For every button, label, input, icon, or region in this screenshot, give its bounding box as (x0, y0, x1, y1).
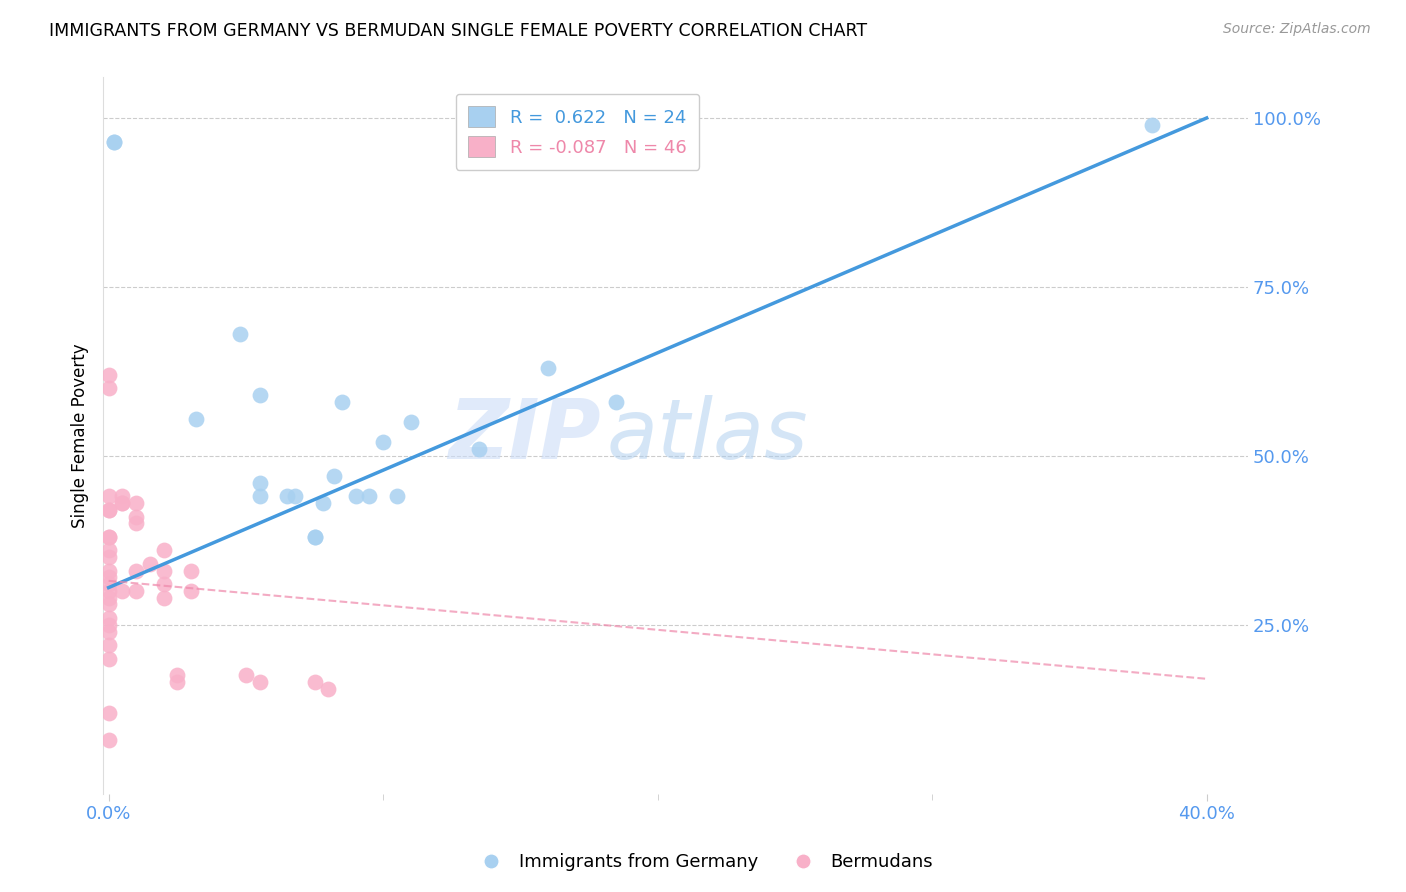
Text: atlas: atlas (607, 395, 808, 476)
Point (97, 591, 120, 605)
Point (385, 489, 408, 503)
Text: IMMIGRANTS FROM GERMANY VS BERMUDAN SINGLE FEMALE POVERTY CORRELATION CHART: IMMIGRANTS FROM GERMANY VS BERMUDAN SING… (49, 22, 868, 40)
Point (316, 681, 339, 696)
Point (97, 617, 120, 632)
Point (125, 516, 148, 531)
Point (249, 388, 271, 402)
Point (97, 611, 120, 625)
Point (152, 577, 174, 591)
Point (322, 469, 344, 483)
Point (166, 668, 188, 682)
Text: ZIP: ZIP (449, 395, 602, 476)
Point (284, 489, 307, 503)
Point (330, 394, 353, 409)
Legend: R =  0.622   N = 24, R = -0.087   N = 46: R = 0.622 N = 24, R = -0.087 N = 46 (456, 94, 699, 169)
Point (371, 435, 394, 450)
Point (139, 557, 162, 571)
Point (166, 675, 188, 690)
Point (359, 489, 381, 503)
Y-axis label: Single Female Poverty: Single Female Poverty (72, 343, 89, 528)
Point (125, 496, 148, 510)
Point (249, 489, 271, 503)
Point (180, 584, 202, 599)
Point (152, 543, 174, 558)
Point (125, 564, 148, 578)
Point (152, 564, 174, 578)
Point (97, 381, 120, 395)
Point (304, 530, 326, 544)
Point (97, 732, 120, 747)
Point (97, 570, 120, 584)
Point (97, 624, 120, 639)
Point (97, 550, 120, 565)
Point (399, 415, 422, 429)
Point (235, 668, 257, 682)
Point (468, 442, 491, 456)
Point (97, 503, 120, 517)
Point (97, 368, 120, 382)
Point (304, 675, 326, 690)
Point (97, 598, 120, 612)
Point (111, 496, 134, 510)
Legend: Immigrants from Germany, Bermudans: Immigrants from Germany, Bermudans (467, 847, 939, 879)
Point (537, 361, 560, 376)
Point (605, 394, 627, 409)
Point (97, 489, 120, 503)
Point (180, 564, 202, 578)
Point (97, 584, 120, 599)
Point (249, 675, 271, 690)
Point (276, 489, 298, 503)
Point (111, 584, 134, 599)
Point (312, 496, 335, 510)
Point (97, 638, 120, 652)
Point (97, 706, 120, 720)
Point (125, 509, 148, 524)
Point (97, 543, 120, 558)
Point (97, 577, 120, 591)
Point (97, 503, 120, 517)
Point (103, 135, 125, 149)
Point (97, 564, 120, 578)
Point (97, 530, 120, 544)
Point (125, 584, 148, 599)
Point (229, 327, 252, 342)
Point (111, 489, 134, 503)
Point (111, 496, 134, 510)
Point (97, 651, 120, 665)
Point (344, 489, 367, 503)
Point (103, 135, 125, 149)
Point (186, 411, 208, 425)
Point (304, 530, 326, 544)
Point (1140, 118, 1163, 132)
Point (249, 475, 271, 490)
Point (97, 530, 120, 544)
Point (152, 591, 174, 605)
Text: Source: ZipAtlas.com: Source: ZipAtlas.com (1223, 22, 1371, 37)
